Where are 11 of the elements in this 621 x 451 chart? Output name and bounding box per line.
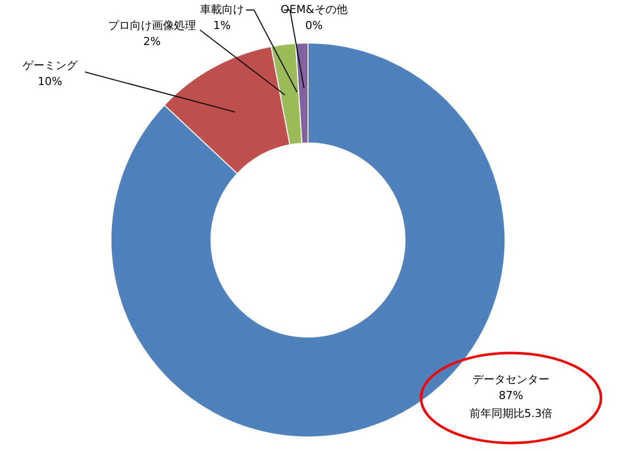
slice-label: データセンター	[472, 373, 550, 386]
text: 前年同期比5.3倍	[469, 407, 553, 420]
data-label: 10%	[38, 75, 62, 88]
slice-label: ゲーミング	[22, 59, 78, 72]
text: 0%	[305, 19, 323, 32]
slice-label: 車載向け	[200, 3, 244, 16]
data-label: 1%	[213, 19, 231, 32]
category-label: OEM&その他	[280, 3, 348, 16]
data-label: 2%	[143, 35, 161, 48]
data-label: 87%	[498, 389, 524, 402]
slice-label: プロ向け画像処理	[108, 19, 196, 32]
